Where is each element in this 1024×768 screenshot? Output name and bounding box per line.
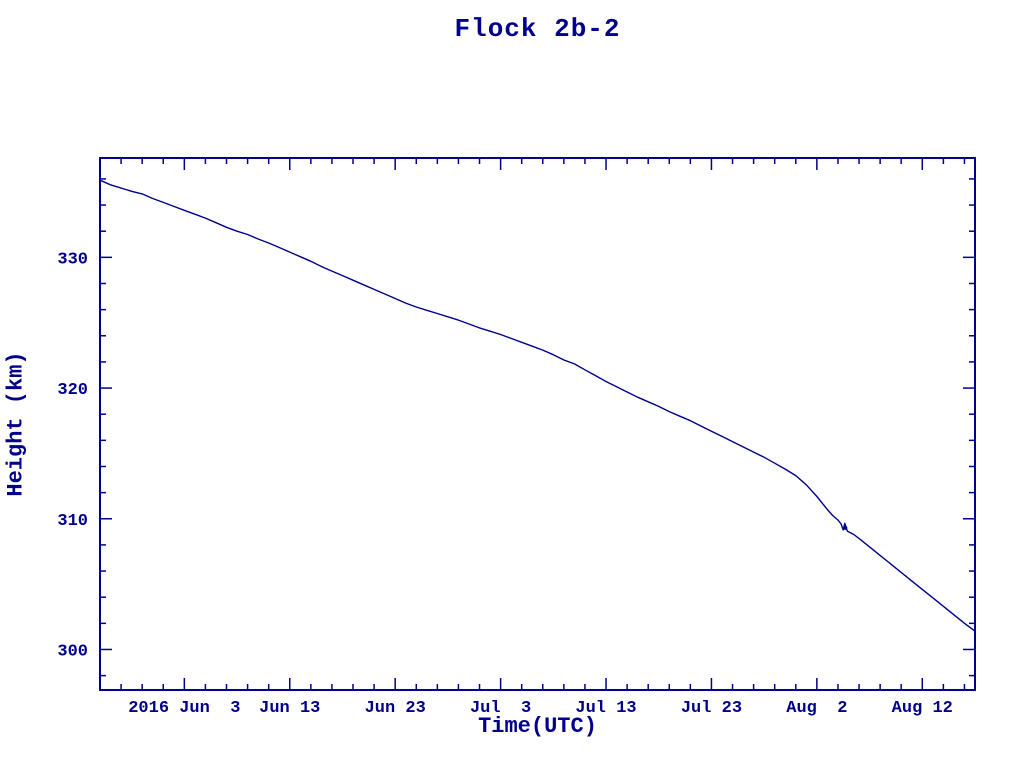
glitch-marker bbox=[843, 525, 848, 530]
x-tick-label: Jul 13 bbox=[575, 699, 636, 718]
y-tick-label: 310 bbox=[57, 512, 88, 531]
y-tick-label: 330 bbox=[57, 250, 88, 269]
x-tick-label: Aug 12 bbox=[892, 699, 953, 718]
y-tick-label: 320 bbox=[57, 381, 88, 400]
x-tick-label: Jul 23 bbox=[681, 699, 742, 718]
x-axis-label: Time(UTC) bbox=[478, 714, 597, 739]
x-tick-label: Jun 13 bbox=[259, 699, 320, 718]
y-axis-ticks bbox=[100, 178, 975, 677]
tick-labels: 2016 Jun 3 Jun 13 Jun 23 Jul 3 Jul 13 Jul 23 A… bbox=[57, 250, 953, 718]
x-tick-label: 2016 Jun 3 bbox=[128, 699, 240, 718]
y-tick-label: 300 bbox=[57, 642, 88, 661]
x-tick-label: Jun 23 bbox=[365, 699, 426, 718]
height-decay-line bbox=[99, 179, 976, 632]
chart-title: Flock 2b-2 bbox=[454, 14, 621, 44]
plot-frame bbox=[99, 157, 976, 691]
x-axis-ticks bbox=[99, 158, 966, 690]
x-tick-label: Aug 2 bbox=[786, 699, 847, 718]
x-tick-label: Jul 3 bbox=[470, 699, 531, 718]
